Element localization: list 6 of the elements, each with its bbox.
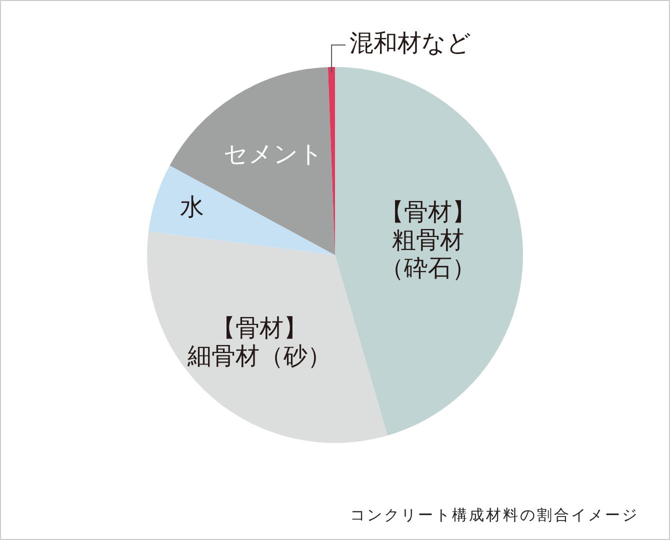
slice-label: 【骨材】細骨材（砂）	[186, 314, 332, 370]
slice-label: セメント	[223, 140, 324, 168]
slice-label: 【骨材】粗骨材（砕石）	[380, 198, 476, 282]
slice-label: 混和材など	[350, 29, 472, 58]
slice-label: 水	[180, 193, 204, 222]
text: コンクリート構成材料の割合イメージ	[350, 506, 639, 525]
